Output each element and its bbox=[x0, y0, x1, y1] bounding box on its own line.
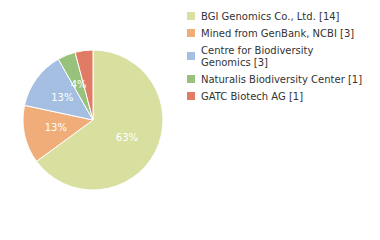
svg-text:Centre for Biodiversity: Centre for Biodiversity bbox=[201, 45, 317, 56]
svg-text:BGI Genomics Co., Ltd. [14]: BGI Genomics Co., Ltd. [14] bbox=[201, 11, 340, 22]
svg-text:GATC Biotech AG [1]: GATC Biotech AG [1] bbox=[201, 91, 303, 102]
svg-text:Mined from GenBank, NCBI [3]: Mined from GenBank, NCBI [3] bbox=[201, 28, 354, 39]
svg-text:Genomics [3]: Genomics [3] bbox=[201, 57, 268, 68]
svg-text:13%: 13% bbox=[51, 92, 73, 103]
svg-text:63%: 63% bbox=[116, 132, 138, 143]
svg-text:13%: 13% bbox=[45, 122, 67, 133]
svg-text:Naturalis Biodiversity Center: Naturalis Biodiversity Center [1] bbox=[201, 74, 362, 85]
svg-text:4%: 4% bbox=[71, 79, 87, 90]
